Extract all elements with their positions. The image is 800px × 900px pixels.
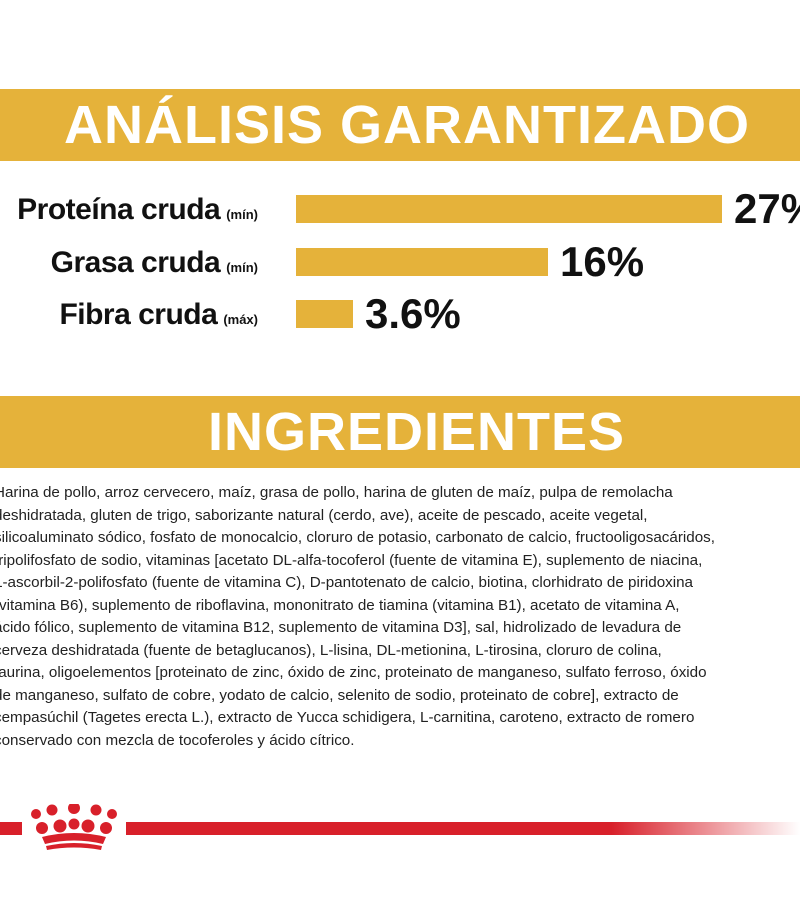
- ingredients-line: deshidratada, gluten de trigo, saborizan…: [0, 506, 648, 524]
- analysis-banner: ANÁLISIS GARANTIZADO: [0, 89, 800, 161]
- nutrient-value: 16%: [560, 238, 645, 285]
- nutrient-bar: [296, 300, 353, 328]
- nutrient-label: Grasa cruda (mín): [50, 246, 258, 279]
- nutrient-value: 27%: [734, 185, 800, 232]
- nutrient-qualifier: (mín): [226, 207, 258, 222]
- ingredients-banner: INGREDIENTES: [0, 396, 800, 468]
- ingredients-line: conservado con mezcla de tocoferoles y á…: [0, 731, 355, 749]
- nutrient-row-fat: Grasa cruda (mín) 16%: [0, 238, 800, 290]
- nutrient-qualifier: (mín): [226, 260, 258, 275]
- ingredients-line: L-ascorbil-2-polifosfato (fuente de vita…: [0, 574, 694, 591]
- footer-stripe-right: [126, 822, 800, 835]
- ingredients-title: INGREDIENTES: [208, 402, 626, 462]
- ingredients-line: ácido fólico, suplemento de vitamina B12…: [0, 619, 682, 636]
- ingredients-line: tripolifosfato de sodio, vitaminas [acet…: [0, 551, 703, 569]
- nutrient-label: Fibra cruda (máx): [59, 298, 258, 331]
- ingredients-line: taurina, oligoelementos [proteinato de z…: [0, 664, 707, 681]
- ingredients-list: Harina de pollo, arroz cervecero, maíz, …: [0, 482, 800, 752]
- nutrient-bar: [296, 248, 548, 276]
- nutrient-bar: [296, 195, 722, 223]
- nutrient-label: Proteína cruda (mín): [17, 193, 258, 226]
- ingredients-line: cempasúchil (Tagetes erecta L.), extract…: [0, 709, 695, 726]
- ingredients-line: de manganeso, sulfato de cobre, yodato d…: [0, 686, 679, 704]
- footer-stripe-left: [0, 822, 22, 835]
- ingredients-line: (vitamina B6), suplemento de riboflavina…: [0, 596, 680, 614]
- analysis-title: ANÁLISIS GARANTIZADO: [64, 95, 750, 155]
- nutrient-qualifier: (máx): [223, 312, 258, 327]
- nutrient-row-fiber: Fibra cruda (máx) 3.6%: [0, 290, 800, 342]
- ingredients-line: silicoaluminato sódico, fosfato de monoc…: [0, 529, 715, 546]
- crown-icon: [31, 804, 117, 850]
- ingredients-line: cerveza deshidratada (fuente de betagluc…: [0, 641, 662, 659]
- nutrient-row-protein: Proteína cruda(mín) 27%: [0, 185, 800, 237]
- ingredients-line: Harina de pollo, arroz cervecero, maíz, …: [0, 484, 673, 501]
- nutrient-value: 3.6%: [365, 290, 461, 337]
